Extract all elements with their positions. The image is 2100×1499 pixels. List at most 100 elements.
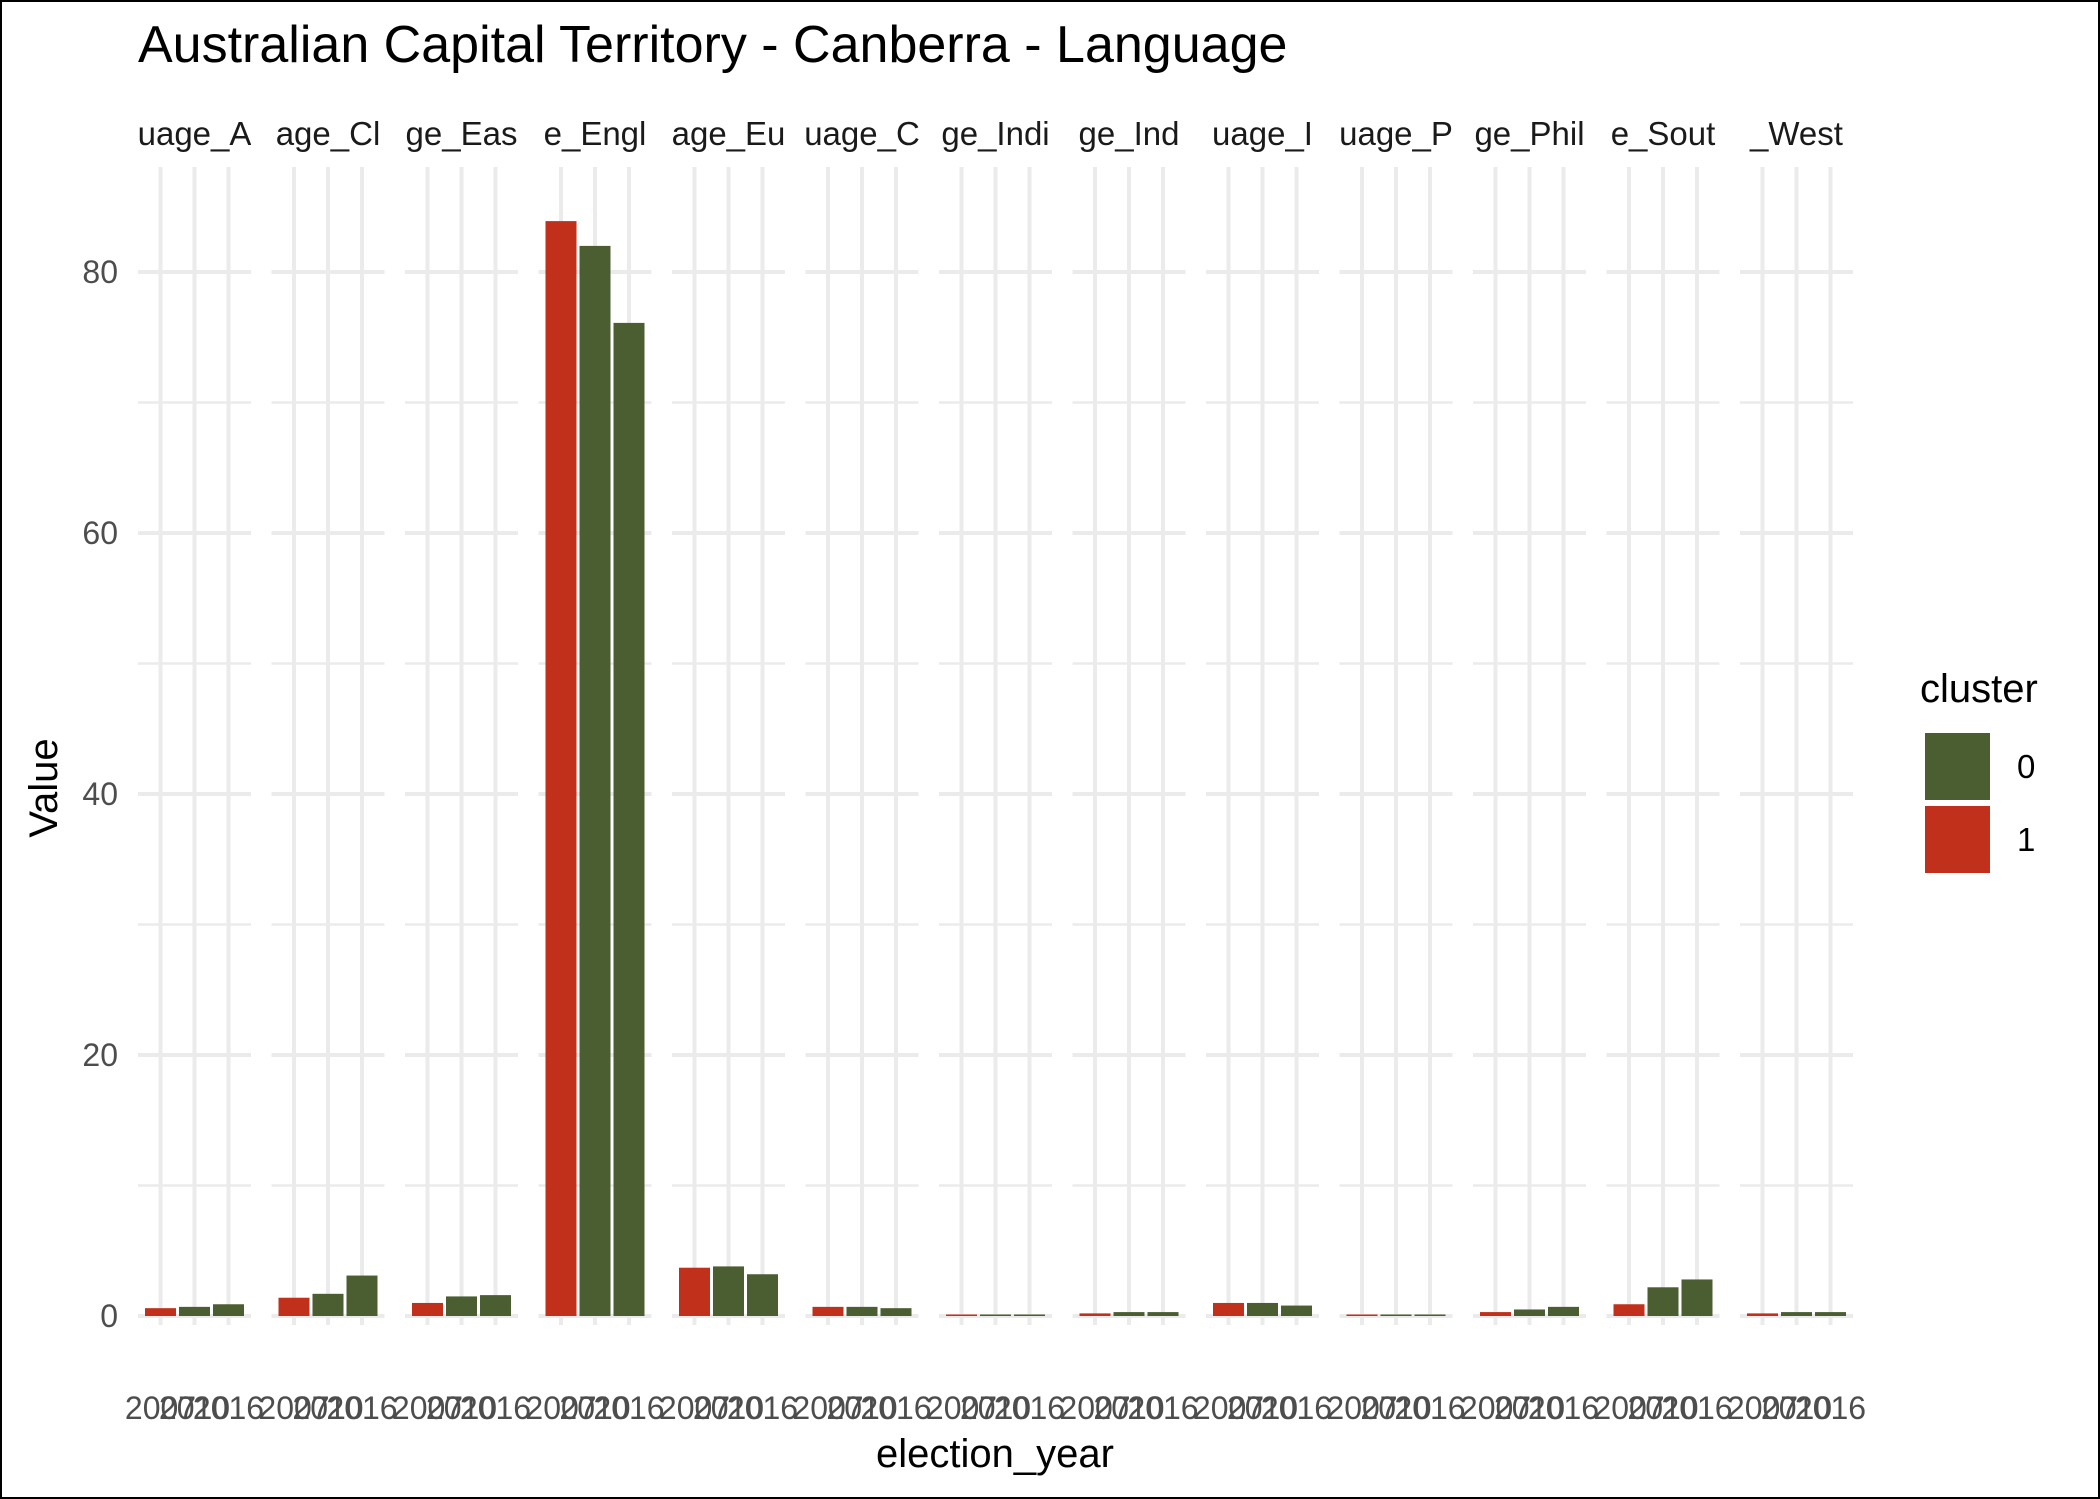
x-tick-label: 2007 (1460, 1390, 1531, 1426)
bar (412, 1302, 443, 1316)
x-tick-label: 2010 (292, 1390, 363, 1426)
legend-label: 0 (2017, 748, 2035, 785)
bar (1414, 1314, 1446, 1316)
x-tick-label: 2016 (1795, 1390, 1866, 1426)
bar (1213, 1302, 1244, 1316)
x-tick-label: 2010 (1093, 1390, 1164, 1426)
legend-title: cluster (1920, 667, 2038, 711)
bar (545, 221, 577, 1317)
bar (145, 1308, 176, 1316)
x-tick-label: 2010 (1761, 1390, 1832, 1426)
x-tick-label: 2016 (860, 1390, 931, 1426)
x-axis-title: election_year (876, 1432, 1114, 1476)
y-tick-label: 80 (82, 254, 118, 290)
x-tick-label: 2016 (193, 1390, 264, 1426)
y-tick-label: 0 (100, 1298, 118, 1334)
bar (1079, 1313, 1111, 1316)
bar (179, 1306, 210, 1316)
x-tick-label: 2010 (1227, 1390, 1298, 1426)
facet-label: e_Engl (544, 115, 647, 152)
x-tick-label: 2010 (693, 1390, 764, 1426)
x-tick-label: 2010 (559, 1390, 630, 1426)
legend-key (1925, 733, 1990, 800)
x-tick-label: 2016 (1661, 1390, 1732, 1426)
bars (145, 221, 1846, 1317)
bar (1815, 1312, 1846, 1316)
x-tick-label: 2016 (460, 1390, 531, 1426)
bar (1346, 1314, 1378, 1316)
bar (278, 1297, 310, 1316)
y-axis-ticks: 0 20 40 60 80 (82, 254, 118, 1334)
facet-label: uage_C (804, 115, 920, 152)
bar (1781, 1312, 1812, 1316)
bar (312, 1293, 344, 1316)
bar (1247, 1302, 1278, 1316)
bar (980, 1314, 1011, 1316)
x-tick-label: 2007 (525, 1390, 596, 1426)
legend-key (1925, 806, 1990, 873)
x-tick-label: 2007 (1193, 1390, 1264, 1426)
x-tick-label: 2007 (125, 1390, 196, 1426)
bar (713, 1266, 744, 1316)
bar (480, 1295, 511, 1316)
facet-label: age_Eu (672, 115, 786, 152)
x-tick-label: 2016 (1127, 1390, 1198, 1426)
facet-label: ge_Indi (941, 115, 1049, 152)
bar (1014, 1314, 1045, 1316)
x-tick-label: 2007 (926, 1390, 997, 1426)
legend: cluster 0 1 (1920, 667, 2038, 873)
x-tick-label: 2010 (960, 1390, 1031, 1426)
facet-label: age_Cl (276, 115, 381, 152)
bar (1681, 1279, 1713, 1316)
x-tick-label: 2007 (392, 1390, 463, 1426)
bar (1613, 1304, 1645, 1316)
x-tick-label: 2016 (593, 1390, 664, 1426)
bar (1747, 1313, 1778, 1316)
bar (613, 322, 645, 1316)
bar (346, 1275, 378, 1316)
bar (679, 1267, 710, 1316)
x-tick-label: 2007 (1593, 1390, 1664, 1426)
y-tick-label: 20 (82, 1037, 118, 1073)
x-axis-ticks: 2007201020162007201020162007201020162007… (125, 1390, 1866, 1426)
x-tick-label: 2007 (659, 1390, 730, 1426)
x-tick-label: 2016 (326, 1390, 397, 1426)
x-tick-label: 2007 (792, 1390, 863, 1426)
legend-label: 1 (2017, 821, 2035, 858)
x-tick-label: 2016 (994, 1390, 1065, 1426)
grid-lines (138, 167, 1853, 1325)
bar (1647, 1287, 1679, 1316)
x-tick-label: 2007 (1326, 1390, 1397, 1426)
x-tick-label: 2010 (426, 1390, 497, 1426)
facet-label: uage_A (138, 115, 252, 152)
bar (812, 1306, 844, 1316)
facet-strip-labels: uage_A age_Cl ge_Eas e_Engl age_Eu uage_C ge_I… (138, 115, 1843, 152)
bar (1113, 1312, 1145, 1316)
x-tick-label: 2016 (1528, 1390, 1599, 1426)
bar (1514, 1309, 1545, 1316)
x-tick-label: 2010 (826, 1390, 897, 1426)
chart-title: Australian Capital Territory - Canberra … (138, 16, 1287, 74)
facet-label: e_Sout (1611, 115, 1716, 152)
x-tick-label: 2016 (727, 1390, 798, 1426)
y-axis-title: Value (22, 738, 66, 837)
x-tick-label: 2010 (1360, 1390, 1431, 1426)
bar (579, 245, 611, 1316)
bar (213, 1304, 244, 1316)
x-tick-label: 2007 (1727, 1390, 1798, 1426)
x-tick-label: 2016 (1261, 1390, 1332, 1426)
facet-label: ge_Ind (1079, 115, 1180, 152)
facet-label: _West (1749, 115, 1843, 152)
x-tick-label: 2010 (1627, 1390, 1698, 1426)
facet-label: ge_Phil (1474, 115, 1584, 152)
bar (880, 1308, 912, 1316)
x-tick-label: 2010 (159, 1390, 230, 1426)
bar (1380, 1314, 1412, 1316)
bar (1281, 1305, 1312, 1316)
bar (946, 1314, 977, 1316)
x-tick-label: 2007 (258, 1390, 329, 1426)
facet-label: uage_P (1339, 115, 1453, 152)
bar (747, 1274, 778, 1316)
